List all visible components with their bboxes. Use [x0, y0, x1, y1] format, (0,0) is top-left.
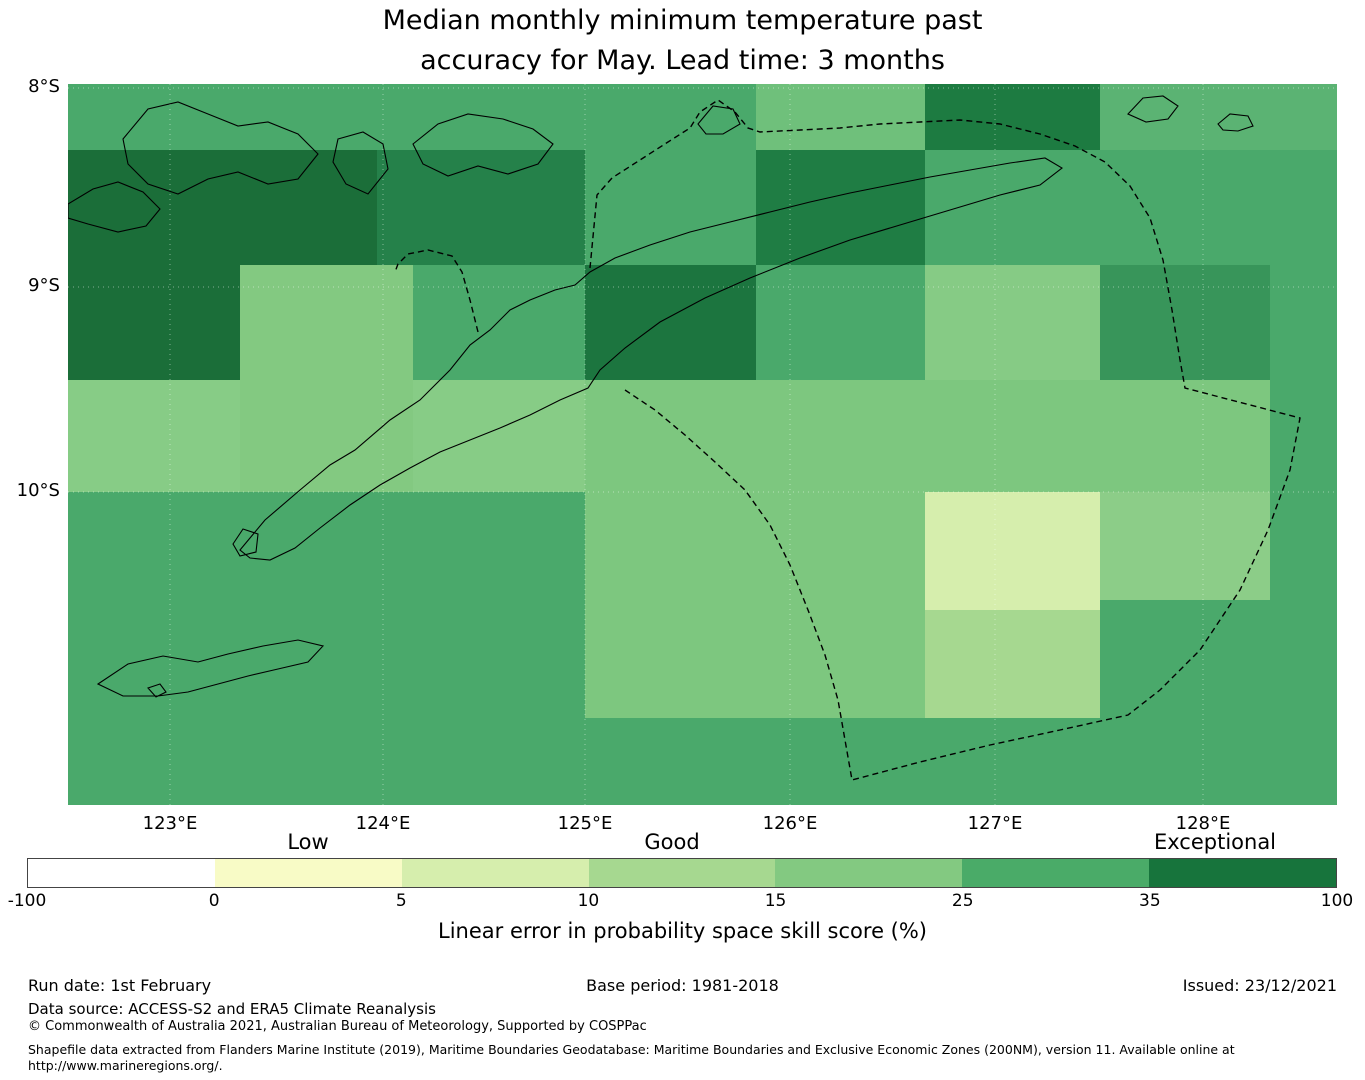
- footer-copyright: © Commonwealth of Australia 2021, Austra…: [28, 1019, 647, 1034]
- colorbar-tick-label: 0: [208, 891, 220, 911]
- colorbar-tick-label: 100: [1320, 891, 1354, 911]
- colorbar-tick-labels: -100 0 5 10 15 25 35 100: [8, 891, 1354, 911]
- legend-category-label: Good: [644, 830, 700, 854]
- colorbar-segment: [28, 859, 215, 887]
- footer-shapefile-line1: Shapefile data extracted from Flanders M…: [28, 1042, 1235, 1057]
- x-axis-tick-label: 127°E: [967, 813, 1023, 834]
- colorbar-tick-label: 25: [951, 891, 974, 911]
- map-cell: [585, 265, 756, 380]
- colorbar-segment: [214, 859, 402, 887]
- map-cell: [925, 84, 1100, 150]
- y-axis-tick-label: 9°S: [28, 275, 60, 296]
- map-cell: [756, 84, 925, 150]
- colorbar-segment: [401, 859, 589, 887]
- chart-title-line2: accuracy for May. Lead time: 3 months: [420, 45, 945, 76]
- x-axis-tick-label: 128°E: [1175, 813, 1231, 834]
- colorbar-tick-label: -100: [7, 891, 47, 911]
- map-cell: [1100, 265, 1270, 380]
- colorbar-title: Linear error in probability space skill …: [438, 919, 927, 943]
- colorbar-segment: [775, 859, 963, 887]
- map-cell: [925, 492, 1100, 610]
- coastline-islands-path: [68, 95, 1254, 698]
- oecusse-boundary-dashed-path: [394, 249, 479, 333]
- eez-boundary-dashed-path: [589, 99, 1301, 781]
- colorbar-tick-label: 10: [577, 891, 600, 911]
- y-axis-tick-label: 8°S: [28, 76, 60, 97]
- x-axis-tick-label: 125°E: [557, 813, 613, 834]
- map-cell: [1100, 492, 1270, 600]
- map-gridlines-layer: [68, 84, 1337, 805]
- footer-issued: Issued: 23/12/2021: [1182, 976, 1337, 995]
- legend-category-label: Exceptional: [1153, 830, 1277, 854]
- map-plot: [68, 84, 1337, 805]
- x-axis-tick-label: 124°E: [355, 813, 411, 834]
- x-axis-tick-label: 123°E: [142, 813, 198, 834]
- footer-data-source: Data source: ACCESS-S2 and ERA5 Climate …: [28, 1000, 436, 1018]
- footer-shapefile-note: Shapefile data extracted from Flanders M…: [28, 1042, 1235, 1074]
- map-cell: [68, 265, 240, 380]
- map-cell: [377, 150, 585, 265]
- colorbar-tick-label: 5: [395, 891, 407, 911]
- map-cells-layer: [68, 84, 1337, 805]
- legend-category-label: Low: [287, 830, 329, 854]
- map-cell: [1100, 84, 1337, 150]
- map-cell: [68, 380, 240, 492]
- map-cell: [585, 492, 925, 718]
- colorbar-segment: [962, 859, 1150, 887]
- colorbar-segment: [1149, 859, 1337, 887]
- footer-run-date: Run date: 1st February: [28, 976, 212, 995]
- y-axis-tick-label: 10°S: [16, 480, 60, 501]
- footer-shapefile-url: http://www.marineregions.org/.: [28, 1058, 223, 1073]
- map-cell: [756, 150, 925, 265]
- map-cell: [240, 265, 413, 492]
- map-svg: [68, 84, 1337, 805]
- x-axis-tick-label: 126°E: [762, 813, 818, 834]
- map-cell: [68, 150, 377, 265]
- colorbar: [27, 858, 1337, 888]
- map-cell: [413, 380, 585, 492]
- map-cell: [925, 610, 1100, 718]
- coastline-timor-path: [239, 157, 1063, 561]
- colorbar-tick-label: 15: [764, 891, 787, 911]
- colorbar-tick-label: 35: [1139, 891, 1161, 911]
- chart-title-line1: Median monthly minimum temperature past: [382, 5, 983, 36]
- colorbar-segment: [588, 859, 776, 887]
- chart-title: Median monthly minimum temperature past …: [0, 1, 1365, 81]
- footer-base-period: Base period: 1981-2018: [586, 976, 779, 995]
- map-cell: [925, 265, 1100, 380]
